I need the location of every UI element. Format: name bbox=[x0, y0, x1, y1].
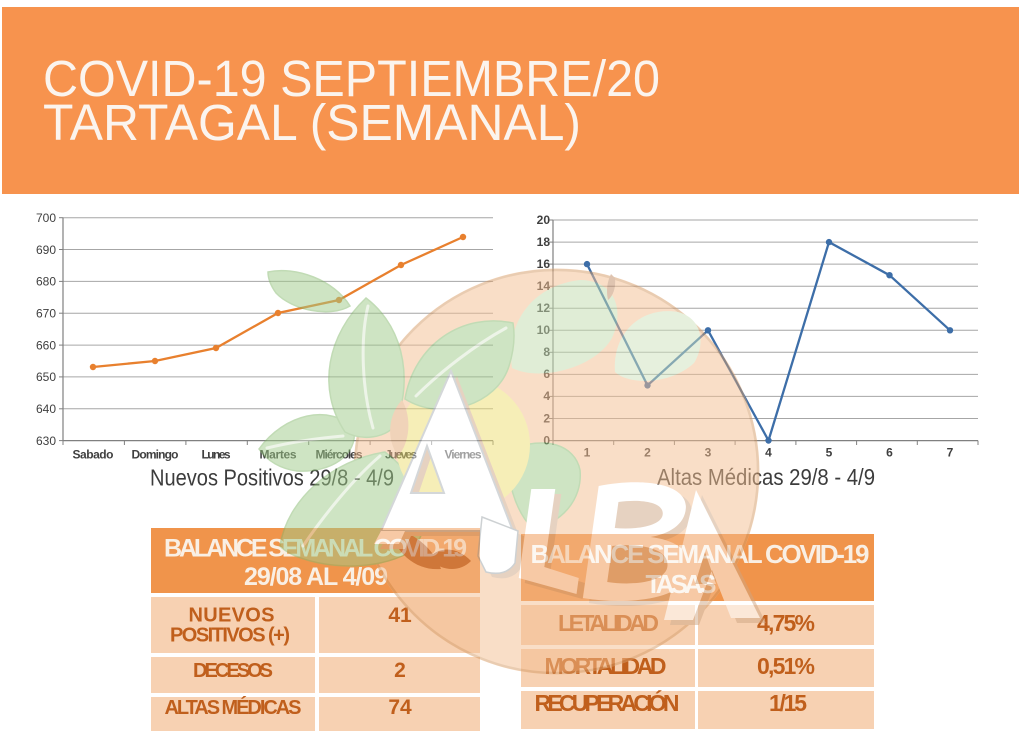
svg-text:6: 6 bbox=[543, 367, 550, 381]
svg-text:BALANCE SEMANAL COVID-19: BALANCE SEMANAL COVID-19 bbox=[531, 539, 870, 569]
svg-text:2: 2 bbox=[644, 446, 651, 460]
svg-text:680: 680 bbox=[36, 275, 56, 289]
svg-text:3: 3 bbox=[705, 446, 712, 460]
svg-text:TARTAGAL (SEMANAL): TARTAGAL (SEMANAL) bbox=[43, 94, 581, 151]
svg-text:2: 2 bbox=[543, 411, 550, 425]
svg-text:COVID-19 SEPTIEMBRE/20: COVID-19 SEPTIEMBRE/20 bbox=[43, 50, 660, 107]
svg-text:41: 41 bbox=[388, 604, 412, 627]
svg-text:700: 700 bbox=[36, 211, 56, 225]
svg-text:16: 16 bbox=[537, 257, 551, 271]
svg-text:0: 0 bbox=[543, 433, 550, 447]
svg-text:1/15: 1/15 bbox=[769, 690, 807, 716]
svg-text:0,51%: 0,51% bbox=[757, 653, 815, 679]
svg-text:POSITIVOS (+): POSITIVOS (+) bbox=[170, 625, 290, 647]
svg-text:DECESOS: DECESOS bbox=[193, 660, 273, 682]
svg-text:1: 1 bbox=[584, 446, 591, 460]
svg-text:Jueves: Jueves bbox=[385, 448, 417, 462]
svg-text:Martes: Martes bbox=[260, 448, 297, 462]
svg-text:5: 5 bbox=[826, 446, 833, 460]
svg-text:640: 640 bbox=[36, 402, 56, 416]
svg-text:6: 6 bbox=[886, 446, 893, 460]
svg-text:12: 12 bbox=[537, 301, 551, 315]
svg-text:BALANCE SEMANAL COVID-19: BALANCE SEMANAL COVID-19 bbox=[164, 535, 467, 563]
svg-text:4,75%: 4,75% bbox=[757, 610, 815, 636]
svg-text:RECUPERACIÓN: RECUPERACIÓN bbox=[535, 689, 680, 716]
svg-text:Viernes: Viernes bbox=[445, 448, 482, 462]
svg-text:ALTAS MÉDICAS: ALTAS MÉDICAS bbox=[165, 696, 302, 719]
svg-text:630: 630 bbox=[36, 434, 56, 448]
svg-text:670: 670 bbox=[36, 307, 56, 321]
svg-text:14: 14 bbox=[537, 279, 551, 293]
svg-text:660: 660 bbox=[36, 338, 56, 352]
svg-text:74: 74 bbox=[388, 696, 412, 719]
svg-text:TASAS: TASAS bbox=[646, 569, 717, 599]
svg-text:7: 7 bbox=[947, 446, 954, 460]
svg-text:8: 8 bbox=[543, 345, 550, 359]
svg-text:2: 2 bbox=[394, 659, 406, 682]
svg-text:4: 4 bbox=[765, 446, 772, 460]
svg-text:NUEVOS: NUEVOS bbox=[189, 605, 275, 627]
svg-text:Altas Médicas 29/8 - 4/9: Altas Médicas 29/8 - 4/9 bbox=[657, 464, 875, 490]
svg-text:Lunes: Lunes bbox=[202, 448, 231, 462]
svg-text:20: 20 bbox=[537, 213, 551, 227]
svg-text:29/08 AL 4/09: 29/08 AL 4/09 bbox=[244, 563, 388, 591]
svg-text:690: 690 bbox=[36, 243, 56, 257]
svg-text:18: 18 bbox=[537, 235, 551, 249]
svg-text:MORTALIDAD: MORTALIDAD bbox=[545, 653, 667, 679]
svg-text:Miércoles: Miércoles bbox=[316, 448, 363, 462]
svg-text:650: 650 bbox=[36, 370, 56, 384]
svg-text:Nuevos Positivos 29/8 - 4/9: Nuevos Positivos 29/8 - 4/9 bbox=[150, 465, 394, 491]
svg-text:LETALIDAD: LETALIDAD bbox=[558, 610, 659, 636]
svg-text:10: 10 bbox=[537, 323, 551, 337]
svg-text:Sabado: Sabado bbox=[73, 448, 114, 462]
svg-text:4: 4 bbox=[543, 389, 550, 403]
svg-text:Domingo: Domingo bbox=[132, 448, 179, 462]
